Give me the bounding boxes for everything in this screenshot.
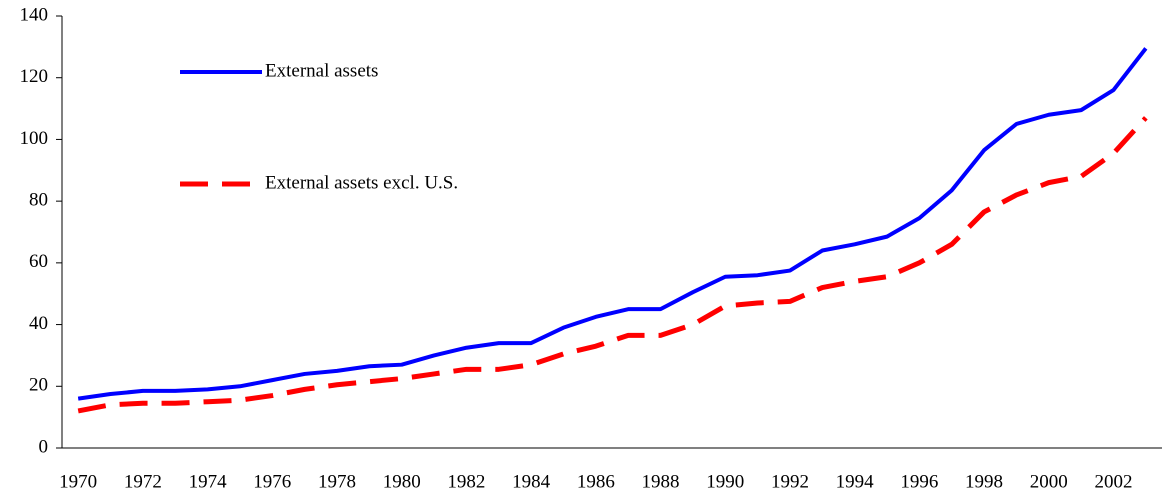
- x-tick-label: 2002: [1094, 471, 1132, 492]
- x-tick-label: 1974: [189, 471, 228, 492]
- series-line: [77, 116, 1148, 414]
- x-tick-label: 1990: [706, 471, 744, 492]
- x-tick-label: 1978: [318, 471, 356, 492]
- y-tick-label: 40: [29, 313, 48, 334]
- y-tick-label: 100: [20, 128, 49, 149]
- x-tick-label: 1994: [836, 471, 875, 492]
- legend-label: External assets: [265, 60, 378, 81]
- x-tick-label: 1972: [124, 471, 162, 492]
- x-tick-label: 1996: [900, 471, 938, 492]
- legend-label: External assets excl. U.S.: [265, 172, 458, 193]
- y-tick-label: 20: [29, 375, 48, 396]
- x-tick-label: 1970: [59, 471, 97, 492]
- x-tick-label: 1982: [447, 471, 485, 492]
- x-tick-label: 1980: [383, 471, 421, 492]
- x-tick-label: 1984: [512, 471, 551, 492]
- x-tick-label: 1992: [771, 471, 809, 492]
- x-tick-label: 2000: [1030, 471, 1068, 492]
- x-tick-label: 1986: [577, 471, 615, 492]
- x-tick-label: 1976: [253, 471, 291, 492]
- y-tick-label: 80: [29, 190, 48, 211]
- x-tick-label: 1988: [642, 471, 680, 492]
- x-tick-label: 1998: [965, 471, 1003, 492]
- y-tick-label: 60: [29, 251, 48, 272]
- y-tick-label: 0: [39, 436, 49, 457]
- series-line: [77, 47, 1148, 401]
- y-tick-label: 120: [20, 66, 49, 87]
- y-tick-label: 140: [20, 4, 49, 25]
